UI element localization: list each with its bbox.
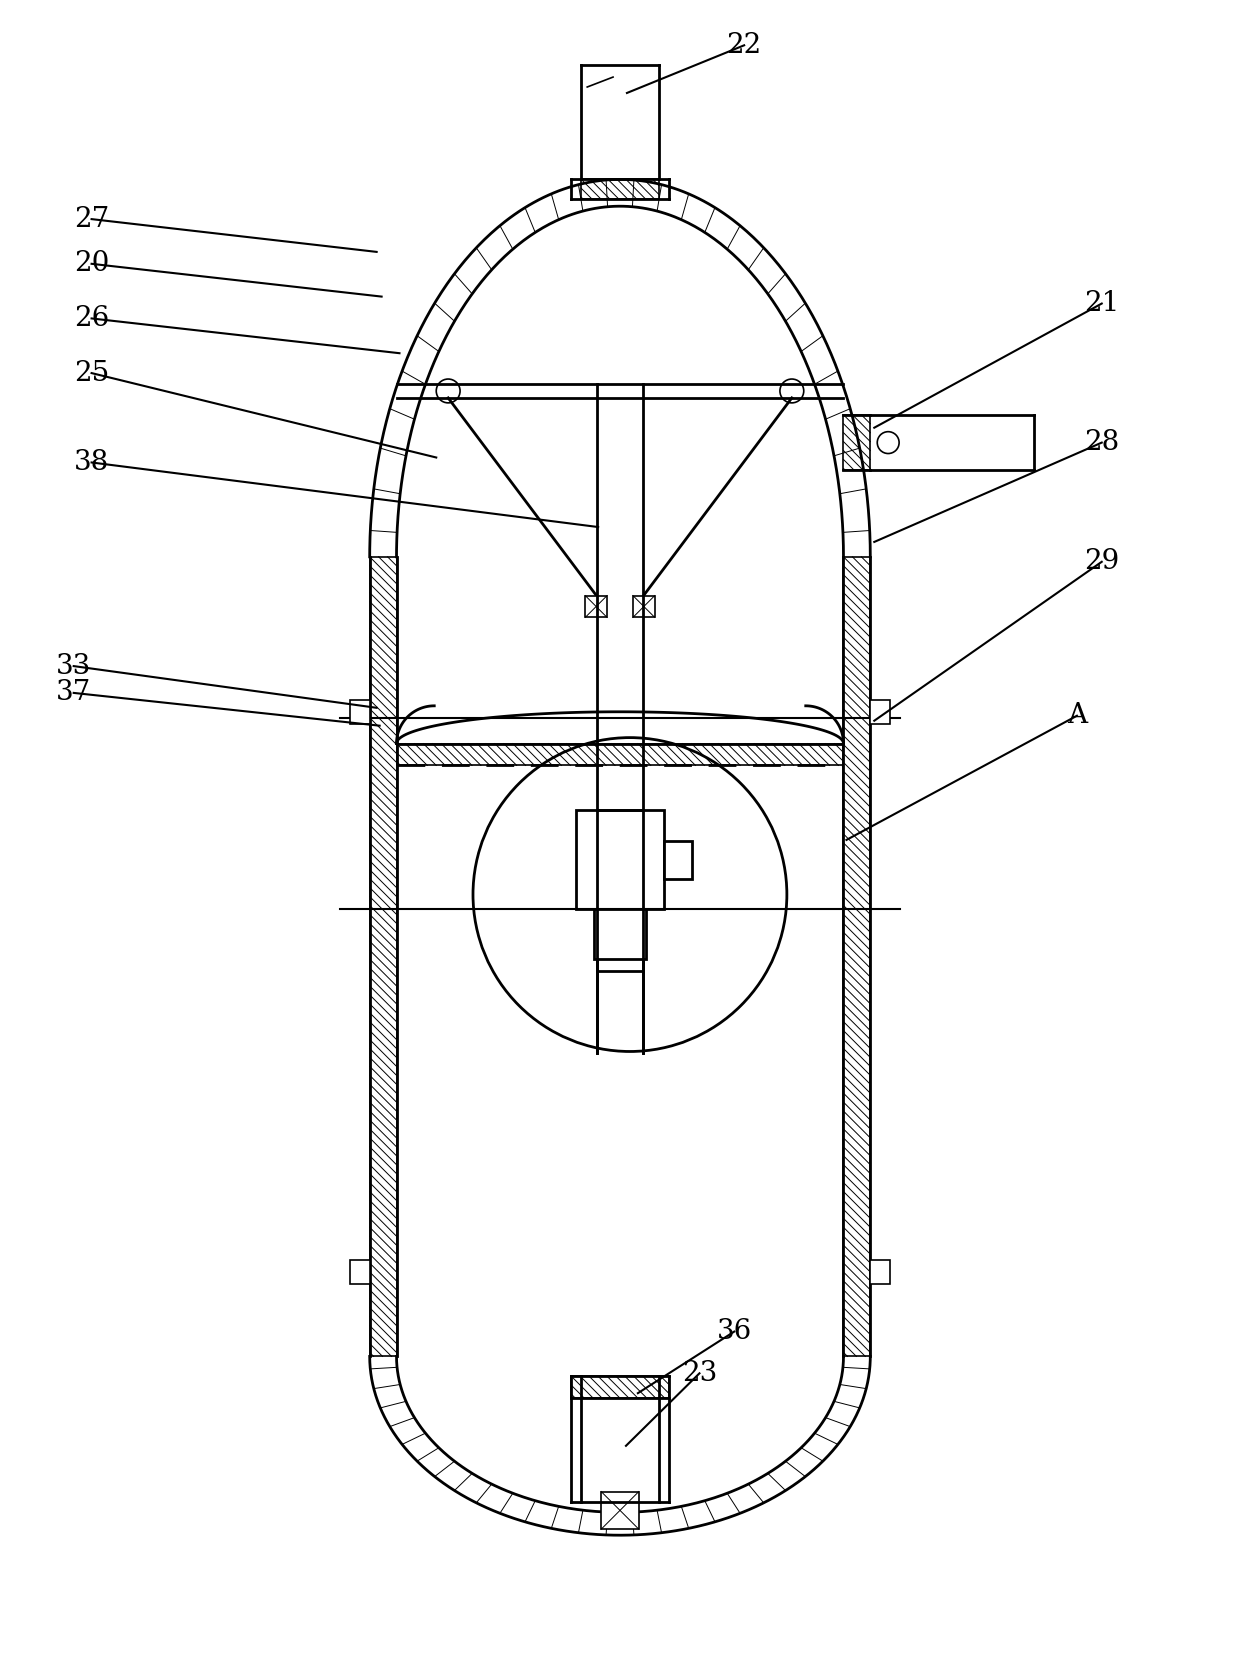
Text: A: A: [1066, 702, 1087, 730]
Bar: [632, 596, 655, 617]
Bar: [601, 1491, 639, 1529]
Bar: [397, 743, 843, 765]
Bar: [870, 1259, 890, 1284]
Text: 26: 26: [74, 305, 109, 333]
Bar: [350, 1259, 370, 1284]
Bar: [843, 556, 870, 1357]
Text: 28: 28: [1084, 429, 1120, 457]
Bar: [350, 700, 370, 723]
Text: 23: 23: [682, 1360, 717, 1387]
Text: 36: 36: [717, 1317, 751, 1346]
Bar: [572, 1377, 668, 1398]
Bar: [870, 700, 890, 723]
Bar: [663, 841, 692, 879]
Bar: [585, 596, 608, 617]
Bar: [843, 415, 870, 470]
Bar: [594, 910, 646, 960]
Bar: [370, 556, 397, 1357]
Text: 33: 33: [56, 652, 92, 680]
Text: 21: 21: [1084, 290, 1120, 318]
Text: 25: 25: [74, 359, 109, 387]
Bar: [577, 809, 663, 910]
Text: 37: 37: [56, 680, 92, 707]
Text: 20: 20: [74, 250, 109, 278]
Text: 38: 38: [74, 449, 109, 477]
Bar: [582, 179, 658, 199]
Text: 22: 22: [727, 31, 761, 60]
Text: 27: 27: [74, 205, 109, 233]
Text: 29: 29: [1084, 548, 1120, 576]
